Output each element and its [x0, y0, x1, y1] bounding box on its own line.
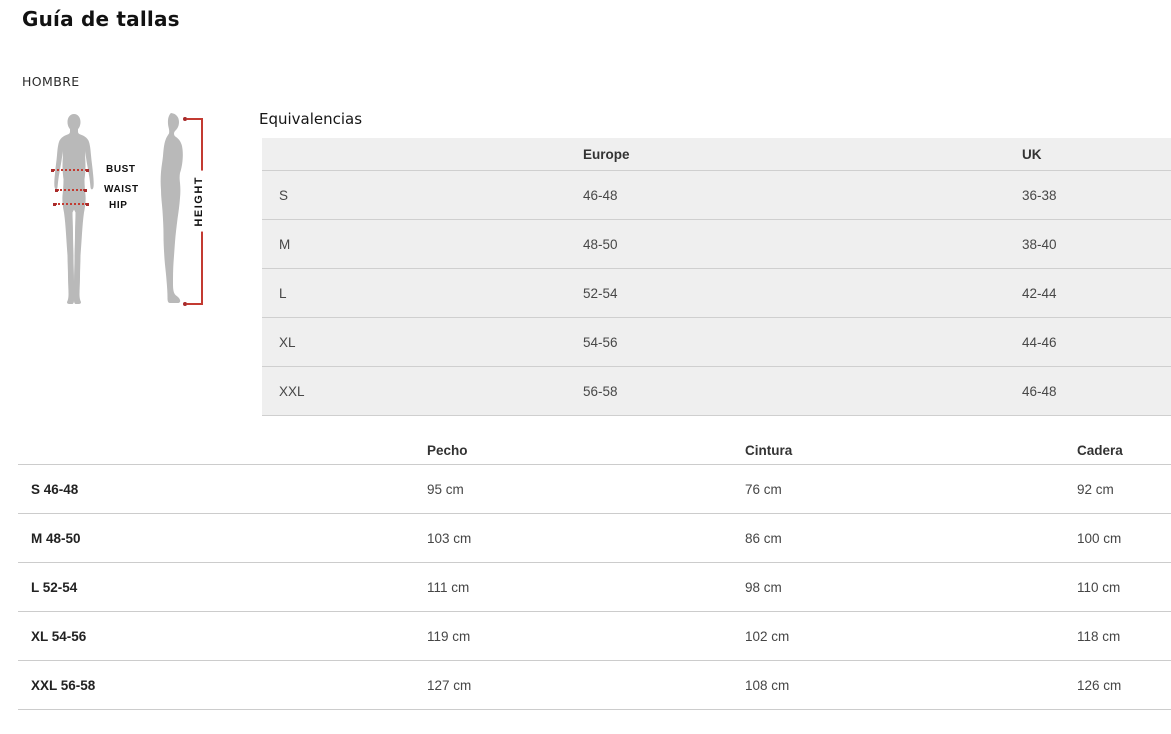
uk-cell: 46-48	[1022, 383, 1057, 399]
europe-cell: 46-48	[583, 187, 618, 203]
measurements-header-cadera: Cadera	[1077, 443, 1123, 458]
table-row: S 46-48 36-38	[262, 170, 1171, 219]
equivalences-table: Europe UK S 46-48 36-38 M 48-50 38-40 L …	[262, 138, 1171, 416]
table-row: XL 54-56 119 cm 102 cm 118 cm	[18, 612, 1171, 661]
equivalences-header-europe: Europe	[583, 146, 630, 162]
waist-measure-line	[55, 188, 87, 192]
cadera-cell: 110 cm	[1077, 579, 1121, 595]
table-row: L 52-54 111 cm 98 cm 110 cm	[18, 563, 1171, 612]
section-label-hombre: HOMBRE	[22, 74, 80, 89]
equivalences-header-row: Europe UK	[262, 138, 1171, 170]
cadera-cell: 100 cm	[1077, 530, 1122, 546]
measurements-header-pecho: Pecho	[427, 443, 468, 458]
size-cell: S 46-48	[31, 481, 79, 497]
height-line-top-cap	[187, 118, 203, 120]
cintura-cell: 76 cm	[745, 481, 782, 497]
pecho-cell: 103 cm	[427, 530, 472, 546]
hip-measure-line	[53, 202, 89, 206]
size-cell: L	[279, 285, 287, 301]
cintura-cell: 102 cm	[745, 628, 790, 644]
hip-label: HIP	[109, 200, 128, 211]
table-row: S 46-48 95 cm 76 cm 92 cm	[18, 465, 1171, 514]
height-label: HEIGHT	[193, 171, 205, 232]
measurements-table: Pecho Cintura Cadera S 46-48 95 cm 76 cm…	[18, 437, 1171, 710]
equivalences-header-uk: UK	[1022, 146, 1042, 162]
size-cell: L 52-54	[31, 579, 78, 595]
measurements-header-cintura: Cintura	[745, 443, 793, 458]
pecho-cell: 127 cm	[427, 677, 472, 693]
bust-label: BUST	[106, 164, 136, 175]
table-row: M 48-50 38-40	[262, 219, 1171, 268]
table-row: XXL 56-58 46-48	[262, 366, 1171, 415]
europe-cell: 54-56	[583, 334, 618, 350]
cadera-cell: 118 cm	[1077, 628, 1121, 644]
cintura-cell: 86 cm	[745, 530, 782, 546]
size-cell: M	[279, 236, 291, 252]
cintura-cell: 108 cm	[745, 677, 790, 693]
page-title: Guía de tallas	[22, 7, 180, 31]
cadera-cell: 92 cm	[1077, 481, 1114, 497]
europe-cell: 56-58	[583, 383, 618, 399]
waist-label: WAIST	[104, 184, 139, 195]
size-cell: XL	[279, 334, 296, 350]
size-cell: S	[279, 187, 289, 203]
cadera-cell: 126 cm	[1077, 677, 1122, 693]
europe-cell: 48-50	[583, 236, 618, 252]
front-silhouette-image	[54, 114, 94, 304]
size-cell: XXL	[279, 383, 305, 399]
equivalences-title: Equivalencias	[259, 110, 363, 128]
side-silhouette-image	[160, 113, 183, 303]
pecho-cell: 119 cm	[427, 628, 471, 644]
height-line-bottom-dot	[183, 302, 187, 306]
table-row: XL 54-56 44-46	[262, 317, 1171, 366]
uk-cell: 36-38	[1022, 187, 1057, 203]
cintura-cell: 98 cm	[745, 579, 782, 595]
table-row: L 52-54 42-44	[262, 268, 1171, 317]
height-line-bottom-cap	[187, 303, 203, 305]
height-line-top-dot	[183, 117, 187, 121]
body-measurement-figure: BUST WAIST HIP HEIGHT	[30, 108, 262, 320]
pecho-cell: 95 cm	[427, 481, 464, 497]
size-cell: M 48-50	[31, 530, 81, 546]
europe-cell: 52-54	[583, 285, 618, 301]
uk-cell: 44-46	[1022, 334, 1057, 350]
uk-cell: 38-40	[1022, 236, 1057, 252]
bust-measure-line	[51, 168, 89, 172]
size-cell: XL 54-56	[31, 628, 87, 644]
pecho-cell: 111 cm	[427, 579, 470, 595]
measurements-header-row: Pecho Cintura Cadera	[18, 437, 1171, 465]
table-row: M 48-50 103 cm 86 cm 100 cm	[18, 514, 1171, 563]
table-row: XXL 56-58 127 cm 108 cm 126 cm	[18, 661, 1171, 710]
size-cell: XXL 56-58	[31, 677, 96, 693]
uk-cell: 42-44	[1022, 285, 1057, 301]
